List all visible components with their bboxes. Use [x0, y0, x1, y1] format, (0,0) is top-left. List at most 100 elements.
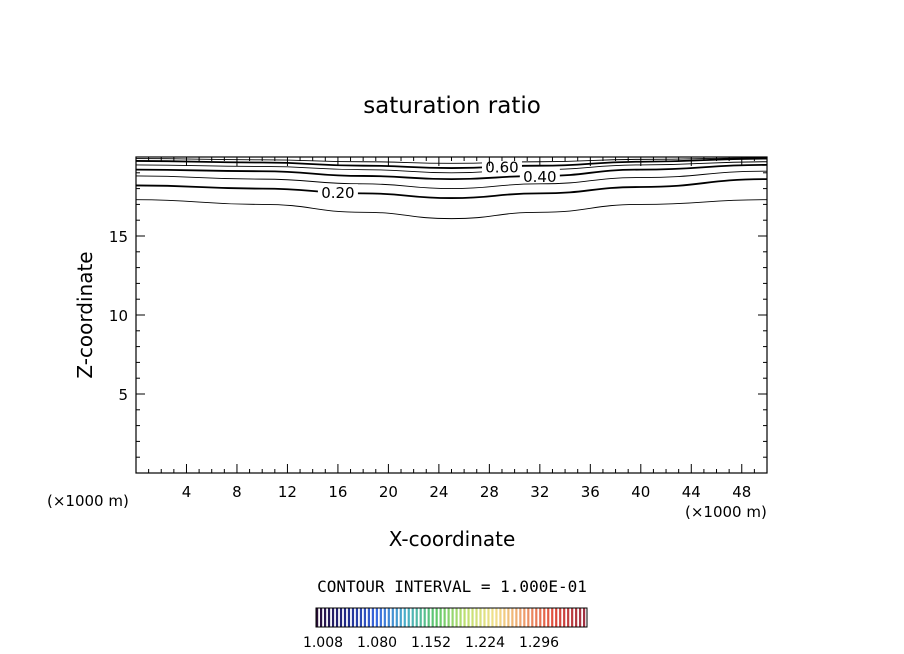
- colorbar-swatch: [451, 608, 454, 627]
- colorbar-swatch: [435, 608, 438, 627]
- colorbar-swatch: [347, 608, 351, 627]
- colorbar-swatch: [407, 608, 410, 627]
- colorbar-swatch: [547, 608, 550, 627]
- colorbar-swatch: [403, 608, 406, 627]
- colorbar-swatch: [327, 608, 331, 627]
- contour-label-bg: [317, 184, 358, 200]
- colorbar-swatch: [331, 608, 335, 627]
- chart-title: saturation ratio: [363, 93, 541, 119]
- contour-line: [135, 170, 768, 190]
- colorbar-swatch: [439, 608, 442, 627]
- contour-label-bg: [519, 167, 560, 183]
- contour-label-bg: [481, 158, 522, 174]
- colorbar-swatch: [351, 608, 355, 627]
- colorbar-swatch: [323, 608, 327, 627]
- colorbar-swatch: [463, 608, 466, 627]
- contour-lines: [135, 157, 768, 220]
- colorbar-swatch: [535, 608, 538, 627]
- colorbar-swatch: [483, 608, 486, 627]
- x-tick-label: 32: [530, 483, 549, 501]
- y-tick-label: 10: [109, 307, 128, 325]
- colorbar-swatch: [495, 608, 498, 627]
- plot-frame: [135, 156, 768, 474]
- x-unit-label-left: (×1000 m): [47, 492, 129, 510]
- colorbar-swatch: [343, 608, 347, 627]
- contour-line: [135, 199, 768, 220]
- colorbar-swatch: [399, 608, 402, 627]
- colorbar-swatch: [575, 608, 578, 627]
- contour-interval-note: CONTOUR INTERVAL = 1.000E-01: [317, 577, 587, 596]
- colorbar-tick-label: 1.224: [465, 635, 505, 651]
- colorbar-swatch: [367, 608, 371, 627]
- colorbar-swatch: [559, 608, 562, 627]
- colorbar-swatch: [515, 608, 518, 627]
- colorbar-swatch: [375, 608, 378, 627]
- colorbar-swatch: [427, 608, 430, 627]
- colorbar-swatch: [551, 608, 554, 627]
- colorbar-swatch: [459, 608, 462, 627]
- x-axis-ticks: 4 8 12 16 20 24 28 32 36 40 44 48: [148, 157, 755, 501]
- colorbar-frame: [315, 607, 588, 628]
- x-axis-label: X-coordinate: [389, 527, 516, 551]
- colorbar-swatch: [471, 608, 474, 627]
- contour-labels: 0.20 0.40 0.60: [317, 158, 560, 202]
- colorbar-swatch: [447, 608, 450, 627]
- colorbar-swatch: [319, 608, 323, 627]
- colorbar-swatch: [355, 608, 359, 627]
- colorbar-swatch: [339, 608, 343, 627]
- colorbar-swatch: [511, 608, 514, 627]
- colorbar-swatch: [571, 608, 574, 627]
- colorbar-labels: 1.008 1.080 1.152 1.224 1.296: [303, 635, 559, 651]
- colorbar-swatch: [383, 608, 386, 627]
- colorbar-swatch: [415, 608, 418, 627]
- x-tick-label: 24: [429, 483, 448, 501]
- colorbar-swatch: [363, 608, 367, 627]
- y-tick-label: 15: [109, 228, 128, 246]
- colorbar-swatch: [443, 608, 446, 627]
- colorbar-tick-label: 1.080: [357, 635, 397, 651]
- colorbar-swatch: [555, 608, 558, 627]
- colorbar-swatch: [395, 608, 398, 627]
- colorbar-swatch: [491, 608, 494, 627]
- colorbar-swatch: [391, 608, 394, 627]
- colorbar-swatch: [487, 608, 490, 627]
- colorbar-swatch: [423, 608, 426, 627]
- x-tick-label: 28: [480, 483, 499, 501]
- y-axis-label: Z-coordinate: [73, 251, 97, 378]
- x-tick-label: 4: [182, 483, 192, 501]
- colorbar-swatch: [567, 608, 570, 627]
- x-tick-label: 16: [328, 483, 347, 501]
- colorbar: [315, 607, 588, 628]
- contour-label: 0.40: [523, 168, 556, 186]
- x-unit-label-right: (×1000 m): [685, 503, 767, 521]
- colorbar-tick-label: 1.008: [303, 635, 343, 651]
- colorbar-swatch: [507, 608, 510, 627]
- colorbar-swatch: [387, 608, 390, 627]
- colorbar-swatch: [316, 608, 319, 627]
- x-tick-label: 48: [732, 483, 751, 501]
- colorbar-swatch: [359, 608, 363, 627]
- colorbar-tick-label: 1.152: [411, 635, 451, 651]
- colorbar-swatch: [411, 608, 414, 627]
- colorbar-swatch: [519, 608, 522, 627]
- x-tick-label: 40: [631, 483, 650, 501]
- contour-line: [135, 164, 768, 181]
- colorbar-swatch: [531, 608, 534, 627]
- colorbar-swatch: [431, 608, 434, 627]
- colorbar-swatch: [543, 608, 546, 627]
- colorbar-swatch: [583, 608, 586, 627]
- x-tick-label: 44: [682, 483, 701, 501]
- colorbar-swatch: [335, 608, 339, 627]
- colorbar-swatch: [379, 608, 382, 627]
- colorbar-tick-label: 1.296: [519, 635, 559, 651]
- colorbar-swatch: [527, 608, 530, 627]
- colorbar-swatch: [539, 608, 542, 627]
- y-tick-label: 5: [118, 386, 128, 404]
- x-tick-label: 12: [278, 483, 297, 501]
- colorbar-swatch: [467, 608, 470, 627]
- colorbar-swatch: [579, 608, 582, 627]
- x-tick-label: 36: [581, 483, 600, 501]
- colorbar-swatch: [563, 608, 566, 627]
- contour-label: 0.60: [485, 159, 518, 177]
